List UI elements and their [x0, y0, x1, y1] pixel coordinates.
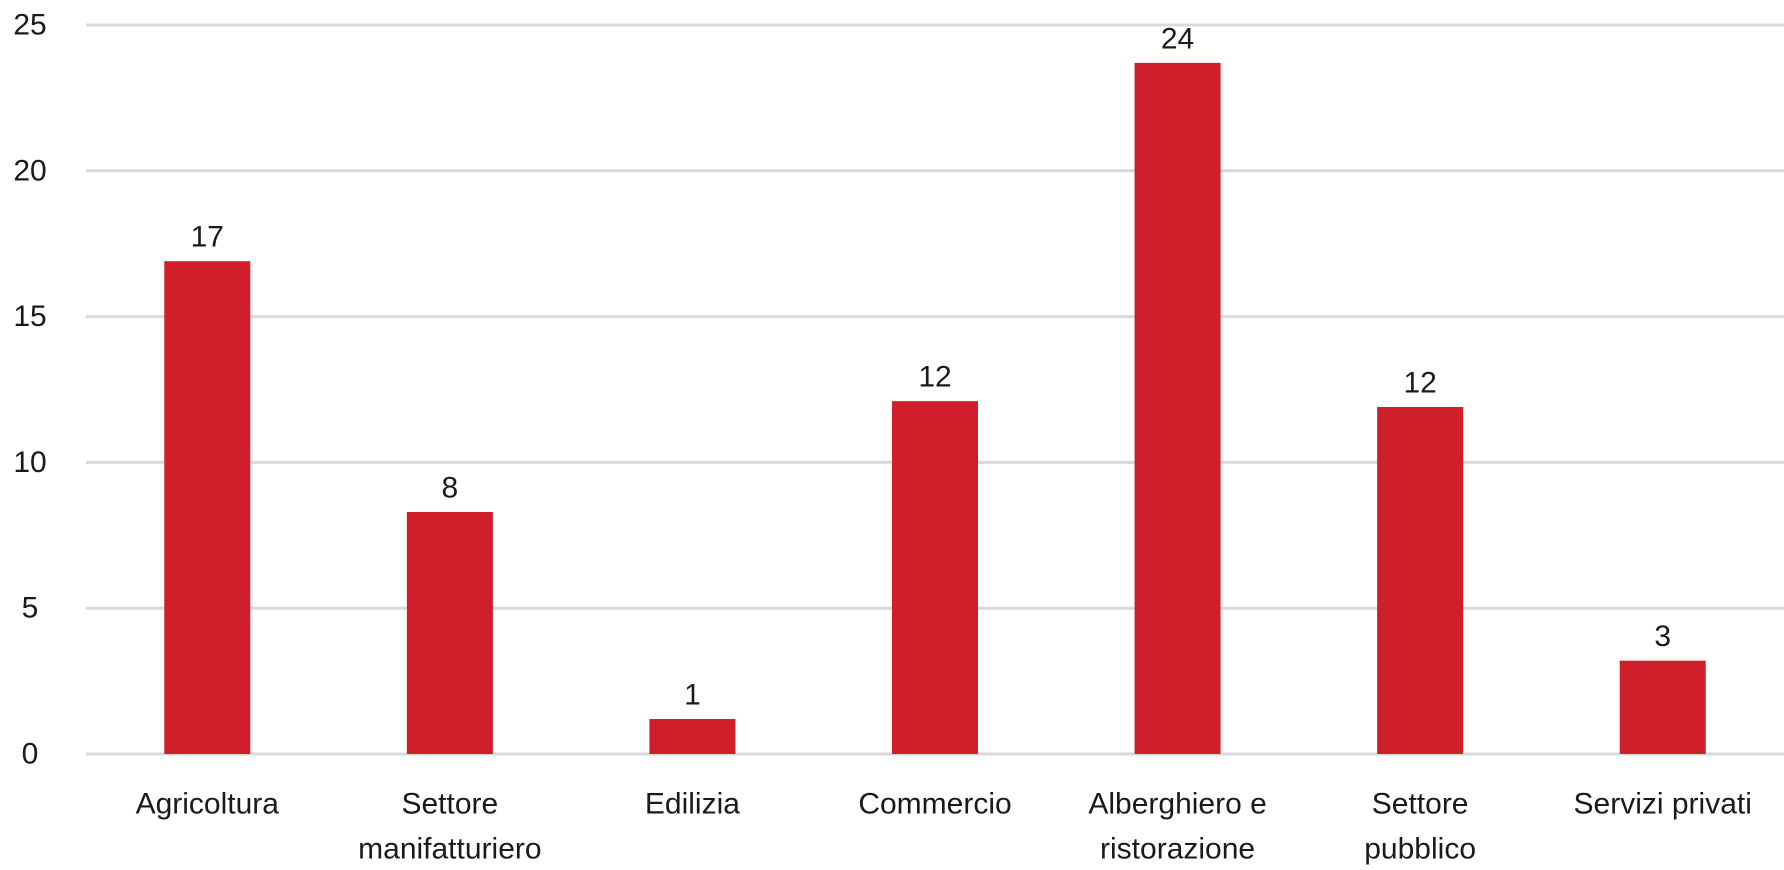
y-tick-label: 25: [13, 9, 46, 42]
bar: [1377, 406, 1464, 754]
category-label: Edilizia: [645, 788, 740, 821]
x-axis-category-labels: Agricoltura Settore manifatturiero Edilizia…: [136, 788, 1752, 866]
bar: [406, 511, 493, 754]
bars: [164, 62, 1706, 754]
data-label: 17: [191, 221, 224, 254]
y-axis-tick-labels: 0 5 10 15 20 25: [13, 9, 46, 771]
data-labels: 17 8 1 12 24 12 3: [191, 22, 1671, 711]
data-label: 12: [1403, 366, 1436, 399]
data-label: 12: [918, 361, 951, 394]
category-label: pubblico: [1364, 833, 1476, 866]
category-label: ristorazione: [1100, 833, 1255, 866]
y-tick-label: 5: [22, 592, 39, 625]
data-label: 8: [442, 471, 459, 504]
category-label: Servizi privati: [1574, 788, 1752, 821]
category-label: Commercio: [858, 788, 1011, 821]
y-tick-label: 0: [22, 738, 39, 771]
bar: [892, 401, 978, 754]
y-tick-label: 10: [13, 446, 46, 479]
category-label: Settore: [1372, 788, 1469, 821]
bar: [1619, 660, 1706, 754]
category-label: manifatturiero: [358, 833, 541, 866]
bar: [164, 261, 251, 754]
bar: [649, 719, 736, 754]
data-label: 24: [1161, 22, 1194, 55]
y-tick-label: 15: [13, 300, 46, 333]
category-label: Alberghiero e: [1088, 788, 1266, 821]
data-label: 1: [684, 679, 701, 712]
data-label: 3: [1654, 620, 1671, 653]
category-label: Agricoltura: [136, 788, 280, 821]
bar: [1134, 62, 1221, 754]
y-tick-label: 20: [13, 154, 46, 187]
category-label: Settore: [401, 788, 498, 821]
